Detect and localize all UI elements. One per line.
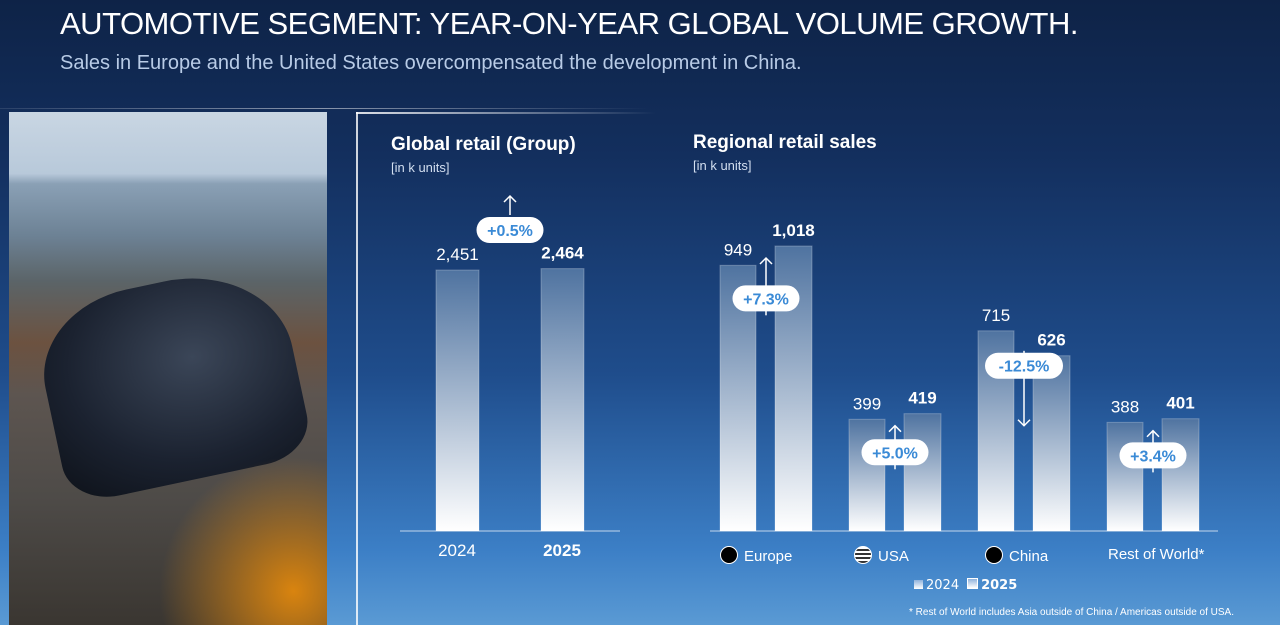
footnote: * Rest of World includes Asia outside of… [909,607,1234,618]
global-chart-title: Global retail (Group) [391,134,576,155]
global-bar-2024-label: 2,451 [436,245,479,264]
divider [0,108,650,109]
category-china: China [985,546,1048,565]
change-badge-europe-text: +7.3% [743,291,789,308]
page-title: AUTOMOTIVE SEGMENT: YEAR-ON-YEAR GLOBAL … [60,6,1078,41]
change-badge-china-text: -12.5% [999,359,1050,376]
global-bar-2025-label: 2,464 [541,244,584,263]
category-row: Rest of World* [1108,546,1205,563]
light-glow [159,455,327,625]
bar-2025-europe-label: 1,018 [772,221,815,240]
category-usa: USA [854,546,909,565]
change-badge-china [985,352,1063,379]
global-bar-2025 [540,268,585,532]
bar-2025-rest-of-world- [1161,418,1200,532]
up-arrow-icon-rest-of-world--head [1146,429,1160,438]
eu-flag-icon [720,546,738,564]
up-arrow-icon-usa-head [888,424,902,433]
china-flag-icon [985,546,1003,564]
car-photo [9,112,327,625]
legend-2024: 2024 [914,578,959,593]
category-europe: Europe [720,546,792,565]
regional-chart-title: Regional retail sales [693,132,877,153]
regional-chart-unit: [in k units] [693,158,752,173]
global-chart-unit: [in k units] [391,160,450,175]
global-change-badge-text: +0.5% [487,223,533,240]
global-change-badge [476,217,544,243]
down-arrow-icon-china-head [1017,419,1031,427]
page-subtitle: Sales in Europe and the United States ov… [60,52,802,74]
up-arrow-icon-europe-head [759,256,773,265]
bar-2025-usa-label: 419 [908,389,936,408]
panel-border [356,112,358,625]
bar-2025-rest-of-world--label: 401 [1166,394,1194,413]
global-up-arrow-icon-head [503,194,517,203]
bar-2024-rest-of-world--label: 388 [1111,397,1139,416]
global-bar-2024 [435,269,480,532]
global-xtick-2025: 2025 [543,541,581,560]
bar-2025-china [1032,355,1071,532]
bar-2024-china-label: 715 [982,306,1010,325]
bar-2025-usa [903,413,942,532]
panel-border-top [356,112,656,114]
change-badge-rest-of-world--text: +3.4% [1130,448,1176,465]
bar-2025-china-label: 626 [1037,331,1065,350]
us-flag-icon [854,546,872,564]
bar-2024-rest-of-world- [1106,421,1144,532]
bar-2024-europe-label: 949 [724,240,752,259]
change-badge-usa-text: +5.0% [872,445,918,462]
bar-2024-usa-label: 399 [853,394,881,413]
global-xtick-2024: 2024 [438,541,476,560]
bar-2024-usa [848,418,886,532]
change-badge-usa [861,439,929,466]
change-badge-rest-of-world- [1119,442,1187,469]
legend-2025: 2025 [967,578,1017,593]
legend: 2024 2025 [914,578,1017,593]
change-badge-europe [732,285,800,312]
